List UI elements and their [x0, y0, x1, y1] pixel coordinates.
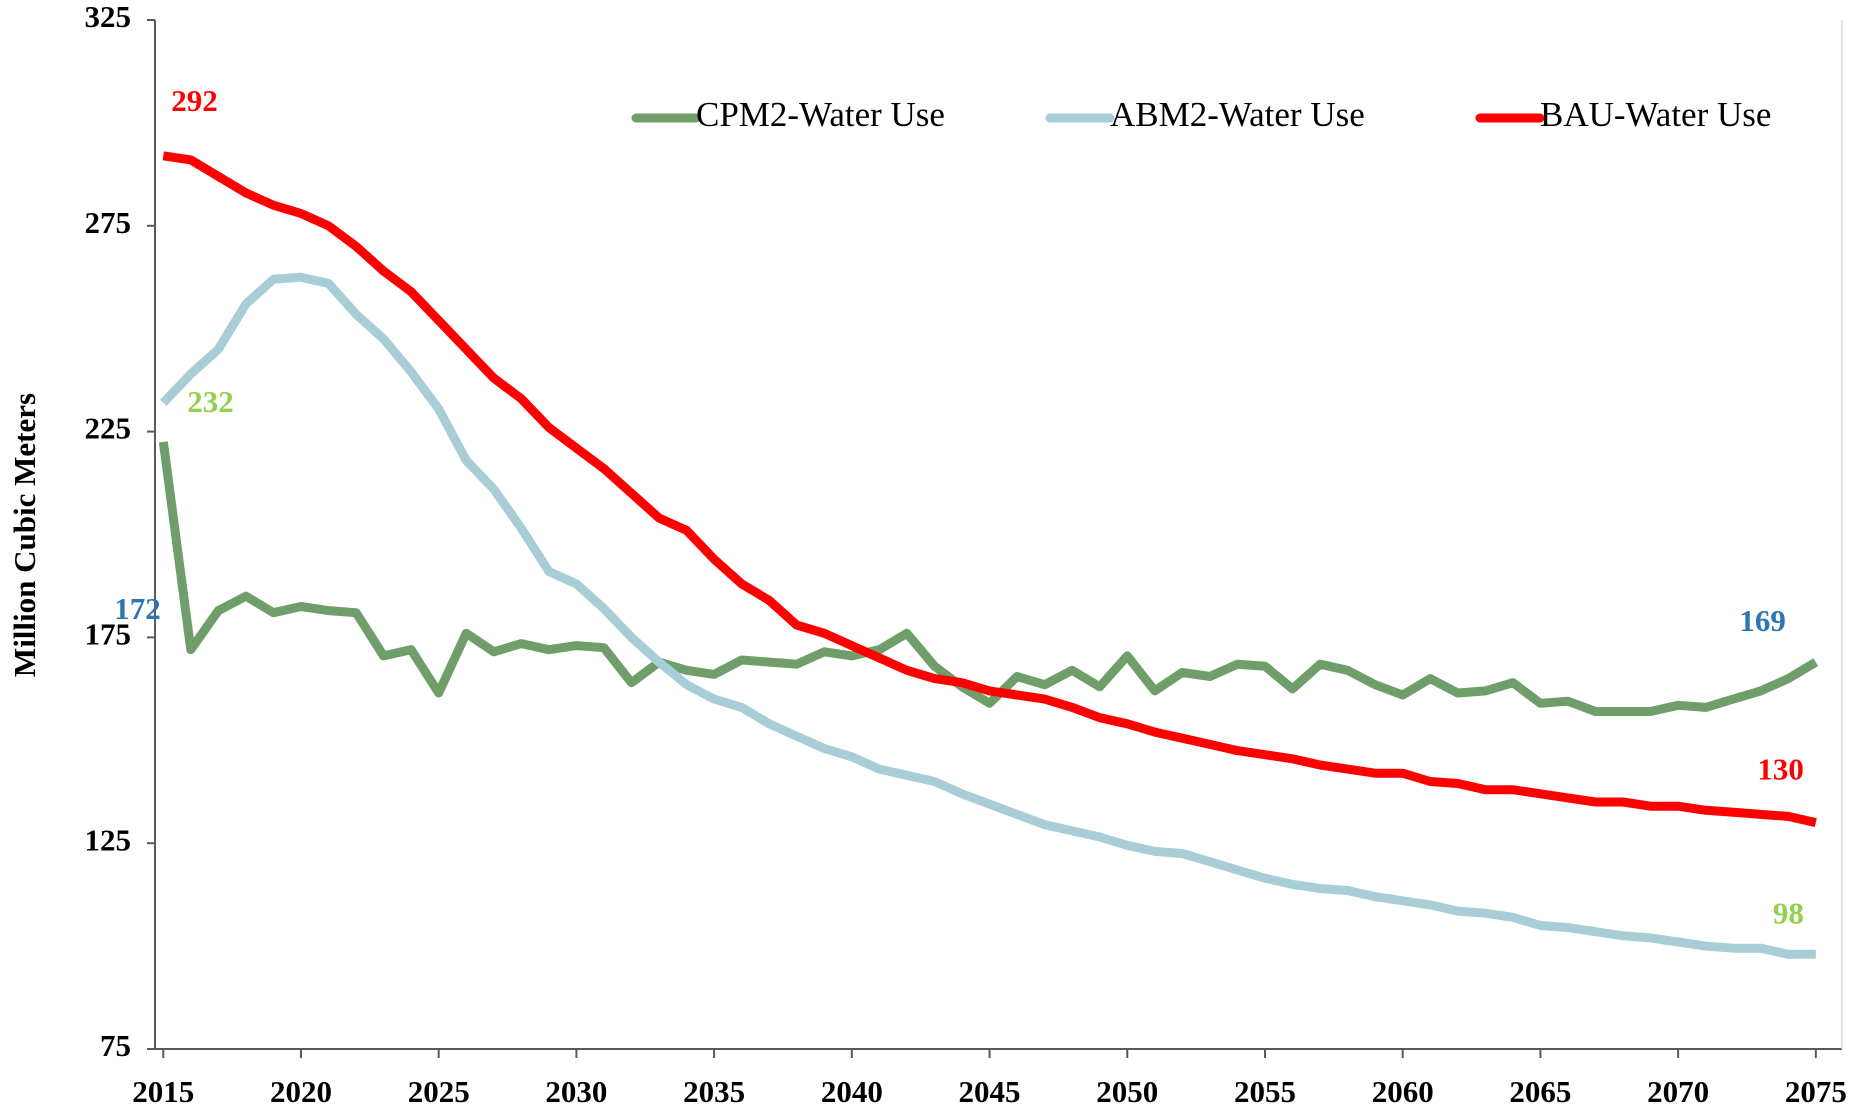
value-label: 292 — [171, 83, 218, 118]
x-tick-label: 2015 — [132, 1074, 194, 1109]
y-tick-label: 325 — [85, 0, 132, 34]
x-tick-label: 2035 — [683, 1074, 745, 1109]
series-line — [160, 272, 1816, 959]
value-label: 130 — [1757, 752, 1804, 787]
x-tick-label: 2025 — [408, 1074, 470, 1109]
x-tick-label: 2065 — [1509, 1074, 1571, 1109]
legend-label: BAU-Water Use — [1540, 95, 1771, 134]
legend-label: ABM2-Water Use — [1110, 95, 1365, 134]
x-tick-label: 2020 — [270, 1074, 332, 1109]
x-tick-label: 2030 — [545, 1074, 607, 1109]
series-line — [158, 441, 1819, 716]
x-tick-label: 2055 — [1234, 1074, 1296, 1109]
y-tick-label: 225 — [85, 411, 132, 446]
series-line — [162, 151, 1817, 827]
value-label: 172 — [114, 591, 161, 626]
value-label: 232 — [187, 384, 234, 419]
x-tick-label: 2045 — [959, 1074, 1021, 1109]
legend-label: CPM2-Water Use — [696, 95, 945, 134]
x-tick-label: 2070 — [1647, 1074, 1709, 1109]
value-label: 169 — [1739, 603, 1786, 638]
y-tick-label: 75 — [100, 1028, 131, 1063]
x-tick-label: 2075 — [1785, 1074, 1847, 1109]
y-tick-label: 275 — [85, 205, 132, 240]
x-tick-label: 2060 — [1372, 1074, 1434, 1109]
x-tick-label: 2040 — [821, 1074, 883, 1109]
x-tick-label: 2050 — [1096, 1074, 1158, 1109]
y-tick-label: 175 — [85, 617, 132, 652]
y-axis-title: Million Cubic Meters — [7, 393, 42, 677]
y-tick-label: 125 — [85, 822, 132, 857]
value-label: 98 — [1773, 895, 1804, 930]
